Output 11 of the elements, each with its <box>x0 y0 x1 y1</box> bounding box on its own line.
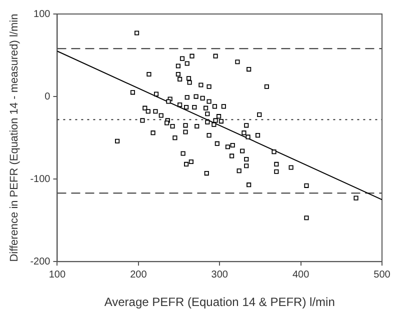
y-tick-label: -100 <box>30 174 51 185</box>
x-tick-label: 400 <box>292 269 310 280</box>
y-tick-label: -200 <box>30 256 51 268</box>
x-tick-label: 100 <box>48 269 66 280</box>
x-tick-label: 200 <box>130 269 148 280</box>
x-axis-title: Average PEFR (Equation 14 & PEFR) l/min <box>104 295 335 310</box>
x-tick-label: 500 <box>374 269 391 280</box>
y-tick-label: 100 <box>34 8 51 20</box>
y-tick-label: 0 <box>44 91 51 102</box>
x-tick-label: 300 <box>211 269 228 280</box>
y-axis-title: Difference in PEFR (Equation 14 - measured) l/min <box>8 14 21 262</box>
